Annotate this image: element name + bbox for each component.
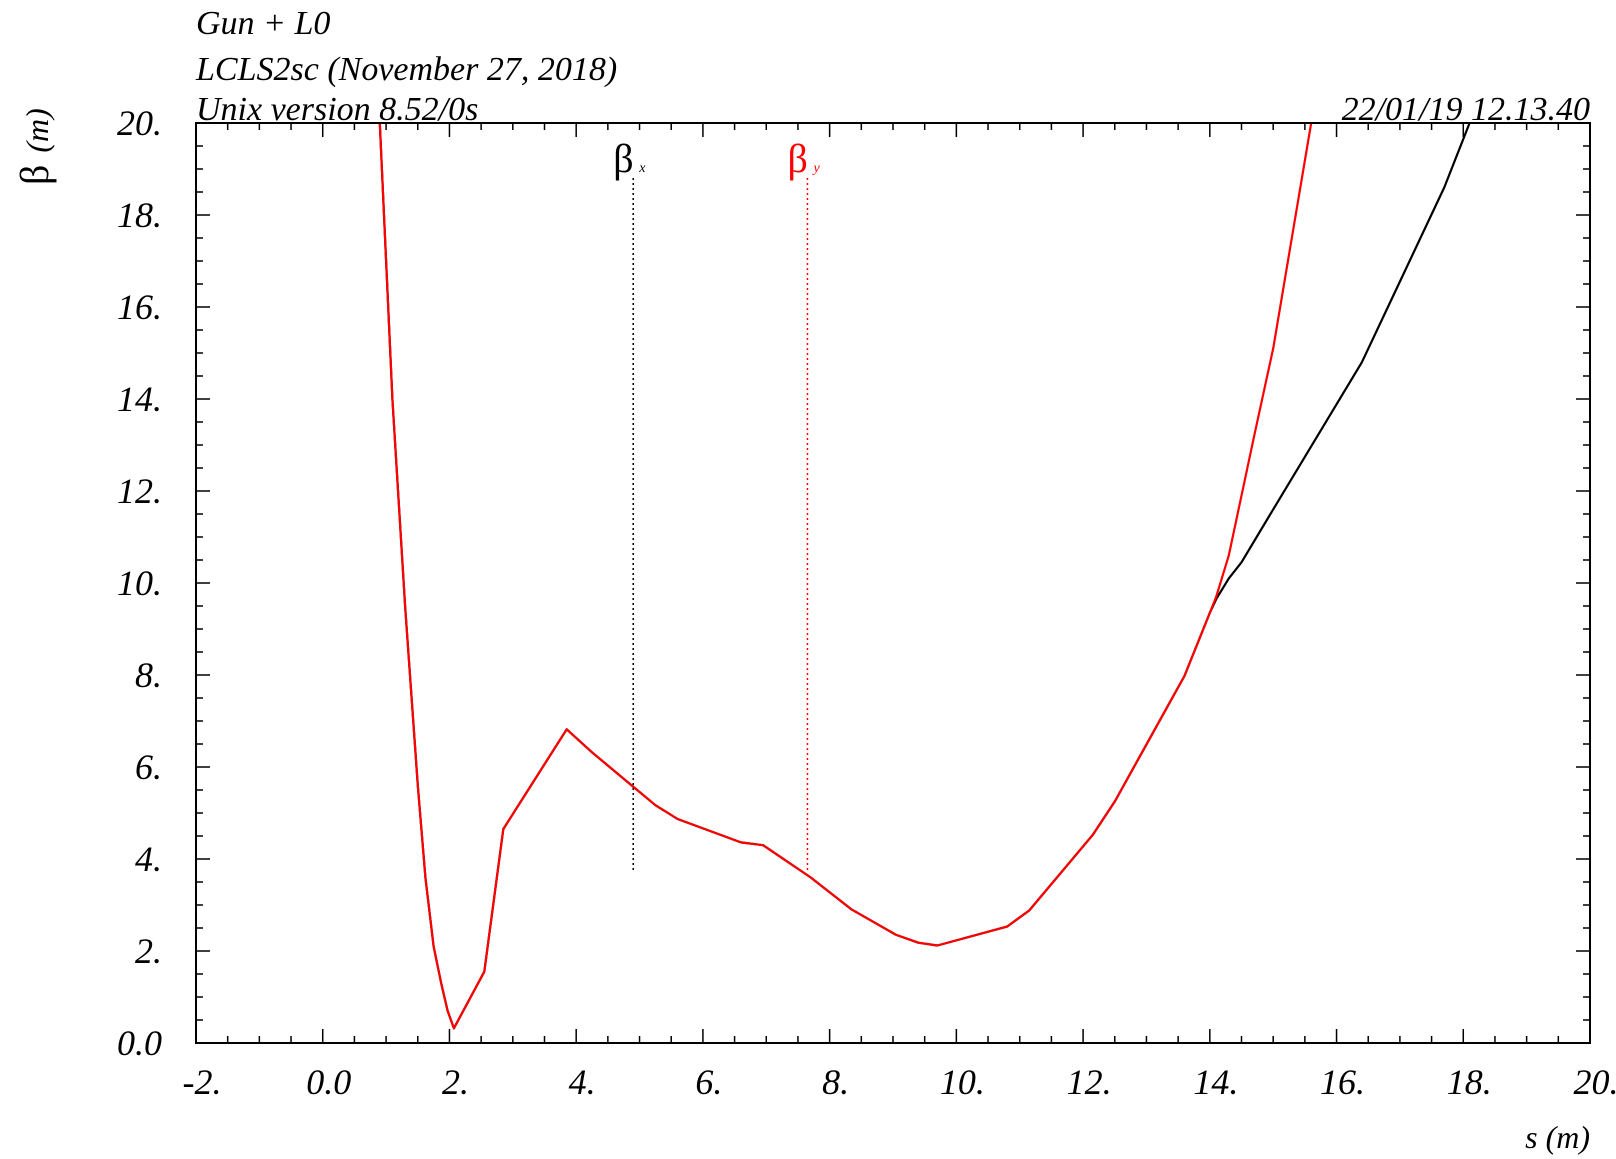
x-tick-label: 10. <box>940 1062 985 1102</box>
y-axis-label-text: β (m) <box>12 108 57 185</box>
y-axis-label: β (m) <box>12 108 57 185</box>
x-axis-label: s (m) <box>1525 1119 1590 1155</box>
x-tick-label: 16. <box>1320 1062 1365 1102</box>
x-tick-label: 0.0 <box>306 1062 351 1102</box>
x-tick-label: 4. <box>569 1062 596 1102</box>
header-timestamp: 22/01/19 12.13.40 <box>1342 91 1590 128</box>
legend-beta-x: β <box>613 136 633 181</box>
y-tick-label: 0.0 <box>117 1023 162 1063</box>
axis-ticks <box>195 122 1591 1044</box>
x-tick-label: 18. <box>1447 1062 1492 1102</box>
x-tick-label: 20. <box>1574 1062 1616 1102</box>
y-tick-label: 8. <box>135 655 162 695</box>
y-axis-symbol: β <box>12 165 57 185</box>
x-tick-label: 12. <box>1067 1062 1112 1102</box>
y-tick-label: 14. <box>117 379 162 419</box>
y-tick-label: 10. <box>117 563 162 603</box>
x-tick-label: 14. <box>1193 1062 1238 1102</box>
plot-frame <box>195 122 1591 1044</box>
y-tick-labels: 0.0 2. 4. 6. 8. 10. 12. 14. 16. 18. 20. <box>117 103 162 1063</box>
header-title: Gun + L0 <box>196 5 330 42</box>
x-tick-label: 6. <box>695 1062 722 1102</box>
y-tick-label: 12. <box>117 471 162 511</box>
y-tick-label: 6. <box>135 747 162 787</box>
curve-beta-x <box>378 122 1471 1030</box>
y-tick-label: 16. <box>117 287 162 327</box>
y-axis-unit: (m) <box>19 108 55 152</box>
x-tick-label: 8. <box>822 1062 849 1102</box>
curve-beta-y <box>378 122 1313 1030</box>
y-tick-label: 2. <box>135 931 162 971</box>
y-tick-label: 18. <box>117 195 162 235</box>
x-tick-label: 2. <box>442 1062 469 1102</box>
y-tick-label: 4. <box>135 839 162 879</box>
x-tick-labels: -2. 0.0 2. 4. 6. 8. 10. 12. 14. 16. 18. 20. <box>183 1062 1616 1102</box>
header-lattice: LCLS2sc (November 27, 2018) <box>195 51 617 88</box>
x-tick-label: -2. <box>183 1062 222 1102</box>
header-version: Unix version 8.52/0s <box>196 91 478 128</box>
marker-lines <box>632 178 809 870</box>
legend-beta-y: β <box>787 136 807 181</box>
y-tick-label: 20. <box>117 103 162 143</box>
series-curves <box>378 122 1471 1030</box>
legend-subscript-x: x <box>638 161 646 176</box>
legend-subscript-y: y <box>811 161 820 176</box>
